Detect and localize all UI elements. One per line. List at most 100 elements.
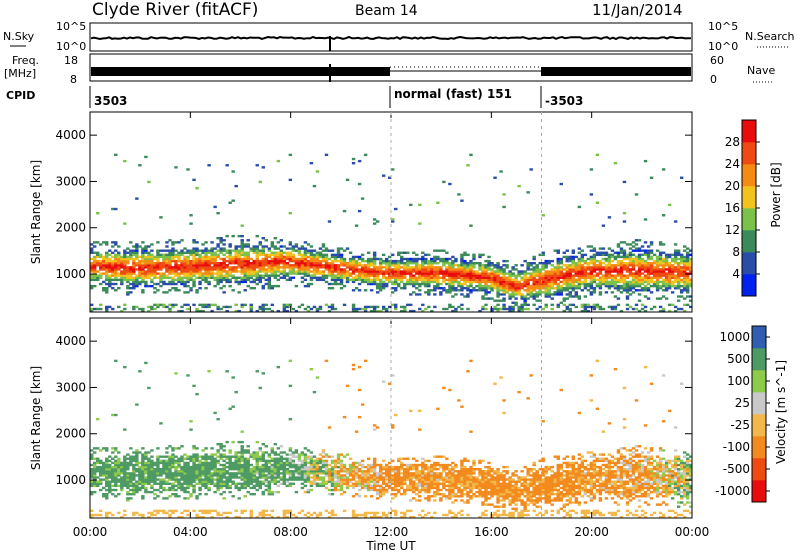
- power-cell: [189, 214, 192, 216]
- power-cell: [114, 262, 117, 264]
- velocity-cell: [186, 474, 189, 476]
- power-cell: [295, 272, 298, 274]
- power-cell: [213, 260, 216, 262]
- power-cell: [400, 279, 403, 281]
- power-cell: [120, 262, 123, 264]
- power-cell: [502, 293, 505, 295]
- power-cell: [587, 306, 590, 308]
- velocity-cell: [180, 485, 183, 487]
- power-cell: [144, 281, 147, 283]
- power-cell: [617, 304, 620, 306]
- velocity-cell: [219, 487, 222, 489]
- velocity-cell: [93, 476, 96, 478]
- power-cell: [307, 264, 310, 266]
- power-cell: [578, 262, 581, 264]
- power-cell: [213, 256, 216, 258]
- power-cell: [277, 258, 280, 260]
- velocity-cell: [156, 468, 159, 470]
- power-cell: [427, 306, 430, 308]
- velocity-cell: [165, 462, 168, 464]
- power-cell: [93, 266, 96, 268]
- power-cell: [439, 287, 442, 289]
- power-cell: [213, 266, 216, 268]
- power-cell: [677, 308, 680, 310]
- velocity-cell: [189, 420, 192, 422]
- power-cell: [560, 293, 563, 295]
- velocity-cell: [192, 468, 195, 470]
- power-cell: [590, 279, 593, 281]
- power-cell: [412, 258, 415, 260]
- power-cell: [656, 279, 659, 281]
- velocity-cell: [207, 481, 210, 483]
- power-cell: [382, 306, 385, 308]
- power-cell: [629, 264, 632, 266]
- power-cell: [231, 275, 234, 277]
- power-cell: [138, 281, 141, 283]
- power-cell: [186, 281, 189, 283]
- velocity-cell: [135, 468, 138, 470]
- velocity-cell: [117, 485, 120, 487]
- power-cell: [337, 256, 340, 258]
- velocity-cell: [96, 458, 99, 460]
- velocity-cell: [150, 481, 153, 483]
- velocity-cell: [304, 447, 307, 449]
- power-cell: [280, 250, 283, 252]
- power-cell: [141, 260, 144, 262]
- power-cell: [367, 281, 370, 283]
- power-cell: [665, 281, 668, 283]
- power-cell: [105, 272, 108, 274]
- velocity-cell: [174, 476, 177, 478]
- velocity-cell: [156, 510, 159, 512]
- power-cell: [418, 293, 421, 295]
- power-cell: [587, 245, 590, 247]
- power-cell: [108, 306, 111, 308]
- power-cell: [361, 279, 364, 281]
- power-cell: [262, 270, 265, 272]
- velocity-cell: [222, 485, 225, 487]
- power-cell: [406, 266, 409, 268]
- power-cell: [204, 287, 207, 289]
- nsearch-tick-low: 10^0: [708, 40, 738, 53]
- velocity-cell: [144, 476, 147, 478]
- power-cell: [502, 279, 505, 281]
- power-cell: [277, 160, 280, 162]
- power-cell: [683, 245, 686, 247]
- power-cell: [442, 287, 445, 289]
- velocity-cell: [313, 460, 316, 462]
- velocity-cell: [253, 468, 256, 470]
- power-cell: [355, 287, 358, 289]
- power-cell: [671, 254, 674, 256]
- velocity-cell: [231, 441, 234, 443]
- power-cell: [605, 260, 608, 262]
- velocity-cell: [268, 453, 271, 455]
- power-cell: [231, 256, 234, 258]
- power-cell: [265, 245, 268, 247]
- power-cell: [132, 264, 135, 266]
- power-cell: [608, 247, 611, 249]
- velocity-cell: [286, 468, 289, 470]
- velocity-cell: [310, 460, 313, 462]
- velocity-cell: [150, 514, 153, 516]
- power-cell: [623, 181, 626, 183]
- power-cell: [496, 287, 499, 289]
- power-cell: [153, 283, 156, 285]
- velocity-cell: [213, 472, 216, 474]
- velocity-cell: [262, 468, 265, 470]
- power-cell: [241, 245, 244, 247]
- power-cell: [460, 262, 463, 264]
- power-cell: [415, 277, 418, 279]
- power-cell: [626, 268, 629, 270]
- power-cell: [656, 289, 659, 291]
- power-cell: [349, 262, 352, 264]
- power-cell: [635, 289, 638, 291]
- velocity-cell: [216, 512, 219, 514]
- power-cell: [180, 252, 183, 254]
- power-cell: [247, 272, 250, 274]
- power-cell: [165, 268, 168, 270]
- power-cell: [108, 264, 111, 266]
- nave-label: Nave: [747, 64, 775, 77]
- power-cell: [367, 264, 370, 266]
- power-cell: [111, 270, 114, 272]
- power-cell: [289, 272, 292, 274]
- power-cell: [557, 252, 560, 254]
